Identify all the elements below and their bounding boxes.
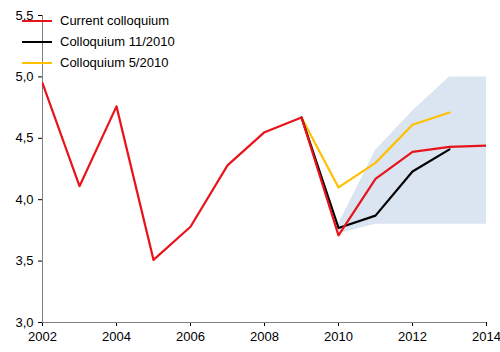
svg-text:5,5: 5,5 — [15, 7, 34, 23]
svg-text:2002: 2002 — [28, 329, 57, 344]
svg-text:2004: 2004 — [102, 329, 131, 344]
svg-text:3,0: 3,0 — [15, 315, 33, 330]
svg-text:3,5: 3,5 — [15, 253, 33, 268]
html-text:Colloquium 5/2010: Colloquium 5/2010 — [60, 55, 169, 70]
html-text:Current colloquium: Current colloquium — [60, 13, 170, 28]
svg-text:4,0: 4,0 — [15, 192, 33, 207]
svg-text:2008: 2008 — [250, 329, 279, 344]
svg-text:5,0: 5,0 — [15, 69, 33, 84]
svg-text:2006: 2006 — [176, 329, 205, 344]
svg-text:2010: 2010 — [324, 329, 353, 344]
svg-text:4,5: 4,5 — [15, 130, 33, 145]
html-text:Colloquium 11/2010: Colloquium 11/2010 — [60, 34, 175, 49]
svg-text:2012: 2012 — [398, 329, 427, 344]
svg-text:2014: 2014 — [472, 329, 500, 344]
